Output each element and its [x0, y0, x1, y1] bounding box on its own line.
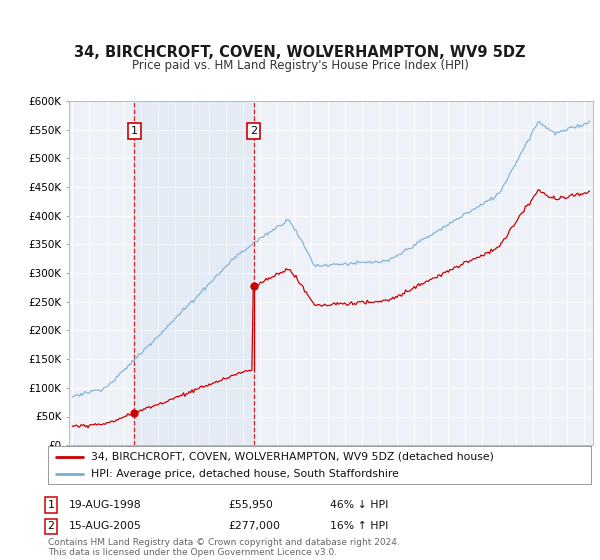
- Text: 1: 1: [47, 500, 55, 510]
- Text: £55,950: £55,950: [228, 500, 273, 510]
- Text: Contains HM Land Registry data © Crown copyright and database right 2024.
This d: Contains HM Land Registry data © Crown c…: [48, 538, 400, 557]
- Text: 34, BIRCHCROFT, COVEN, WOLVERHAMPTON, WV9 5DZ: 34, BIRCHCROFT, COVEN, WOLVERHAMPTON, WV…: [74, 45, 526, 60]
- Text: 16% ↑ HPI: 16% ↑ HPI: [330, 521, 388, 531]
- Text: 15-AUG-2005: 15-AUG-2005: [69, 521, 142, 531]
- Text: 1: 1: [131, 125, 138, 136]
- Text: 2: 2: [250, 125, 257, 136]
- Text: 34, BIRCHCROFT, COVEN, WOLVERHAMPTON, WV9 5DZ (detached house): 34, BIRCHCROFT, COVEN, WOLVERHAMPTON, WV…: [91, 451, 494, 461]
- Text: HPI: Average price, detached house, South Staffordshire: HPI: Average price, detached house, Sout…: [91, 469, 400, 479]
- Text: 19-AUG-1998: 19-AUG-1998: [69, 500, 142, 510]
- Text: 2: 2: [47, 521, 55, 531]
- Text: £277,000: £277,000: [228, 521, 280, 531]
- Text: Price paid vs. HM Land Registry's House Price Index (HPI): Price paid vs. HM Land Registry's House …: [131, 59, 469, 72]
- Text: 46% ↓ HPI: 46% ↓ HPI: [330, 500, 388, 510]
- Bar: [134, 101, 254, 445]
